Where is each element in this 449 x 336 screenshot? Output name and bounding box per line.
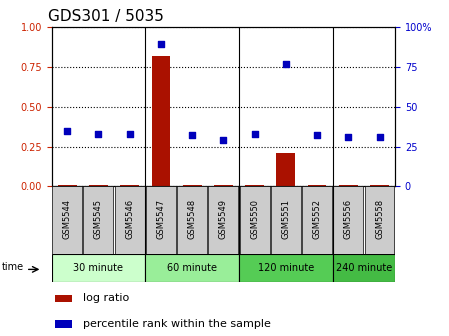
Bar: [365, 186, 395, 254]
Point: [189, 133, 196, 138]
Bar: [52, 186, 82, 254]
Point: [345, 134, 352, 140]
Bar: [183, 185, 202, 186]
Bar: [302, 186, 332, 254]
Text: GSM5549: GSM5549: [219, 199, 228, 239]
Text: 60 minute: 60 minute: [167, 263, 217, 273]
Text: GSM5552: GSM5552: [313, 199, 321, 239]
Bar: [152, 56, 170, 186]
Text: 30 minute: 30 minute: [74, 263, 123, 273]
Text: GDS301 / 5035: GDS301 / 5035: [48, 9, 164, 24]
Point: [313, 133, 321, 138]
Bar: [55, 295, 72, 302]
Bar: [339, 185, 358, 186]
Bar: [308, 185, 326, 186]
Point: [95, 131, 102, 136]
Bar: [214, 185, 233, 186]
Point: [126, 131, 133, 136]
Text: GSM5544: GSM5544: [63, 199, 72, 239]
Text: 240 minute: 240 minute: [336, 263, 392, 273]
Text: GSM5550: GSM5550: [250, 199, 259, 239]
Bar: [120, 185, 139, 186]
Bar: [114, 186, 145, 254]
Bar: [245, 185, 264, 186]
Bar: [240, 186, 269, 254]
Bar: [145, 254, 239, 282]
Bar: [52, 254, 145, 282]
Bar: [333, 186, 363, 254]
Text: GSM5548: GSM5548: [188, 199, 197, 239]
Text: GSM5547: GSM5547: [156, 199, 165, 239]
Bar: [239, 254, 333, 282]
Bar: [277, 153, 295, 186]
Text: 120 minute: 120 minute: [258, 263, 314, 273]
Text: GSM5546: GSM5546: [125, 199, 134, 239]
Text: GSM5558: GSM5558: [375, 199, 384, 239]
Point: [251, 131, 258, 136]
Point: [376, 134, 383, 140]
Bar: [146, 186, 176, 254]
Bar: [370, 185, 389, 186]
Bar: [84, 186, 114, 254]
Point: [64, 128, 71, 133]
Bar: [177, 186, 207, 254]
Text: percentile rank within the sample: percentile rank within the sample: [83, 319, 270, 329]
Point: [220, 137, 227, 143]
Bar: [89, 185, 108, 186]
Point: [282, 61, 290, 66]
Text: GSM5551: GSM5551: [282, 199, 291, 239]
Bar: [55, 320, 72, 328]
Bar: [208, 186, 238, 254]
Bar: [271, 186, 301, 254]
Text: GSM5545: GSM5545: [94, 199, 103, 239]
Point: [157, 42, 164, 47]
Text: time: time: [2, 261, 24, 271]
Bar: [58, 185, 77, 186]
Text: log ratio: log ratio: [83, 293, 129, 303]
Bar: [333, 254, 395, 282]
Text: GSM5556: GSM5556: [344, 199, 353, 239]
